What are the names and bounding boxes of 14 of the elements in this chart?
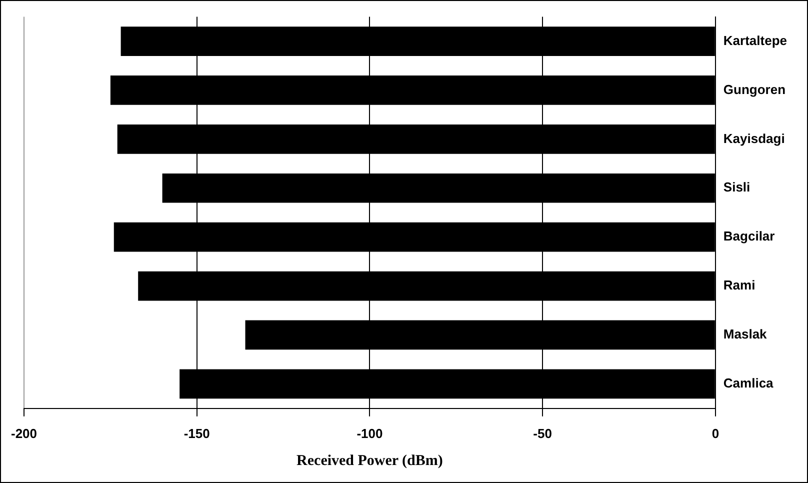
x-tick-label: -200 (10, 426, 38, 441)
y-tick-label: Gungoren (723, 82, 786, 97)
x-tick-label: -100 (356, 426, 383, 441)
y-tick-label: Kartaltepe (723, 32, 787, 48)
x-tick-label: -50 (533, 426, 552, 441)
y-tick-label: Kayisdagi (723, 130, 785, 146)
x-tick-label: -150 (184, 426, 210, 441)
y-tick-label: Maslak (723, 326, 768, 342)
x-tick-label: 0 (712, 426, 720, 441)
y-tick-label: Sisli (723, 180, 750, 195)
y-tick-label: Bagcilar (723, 228, 775, 244)
y-tick-label: Rami (723, 278, 756, 293)
x-axis-title: Received Power (dBm) (296, 452, 443, 469)
y-tick-label: Camlica (723, 376, 774, 391)
